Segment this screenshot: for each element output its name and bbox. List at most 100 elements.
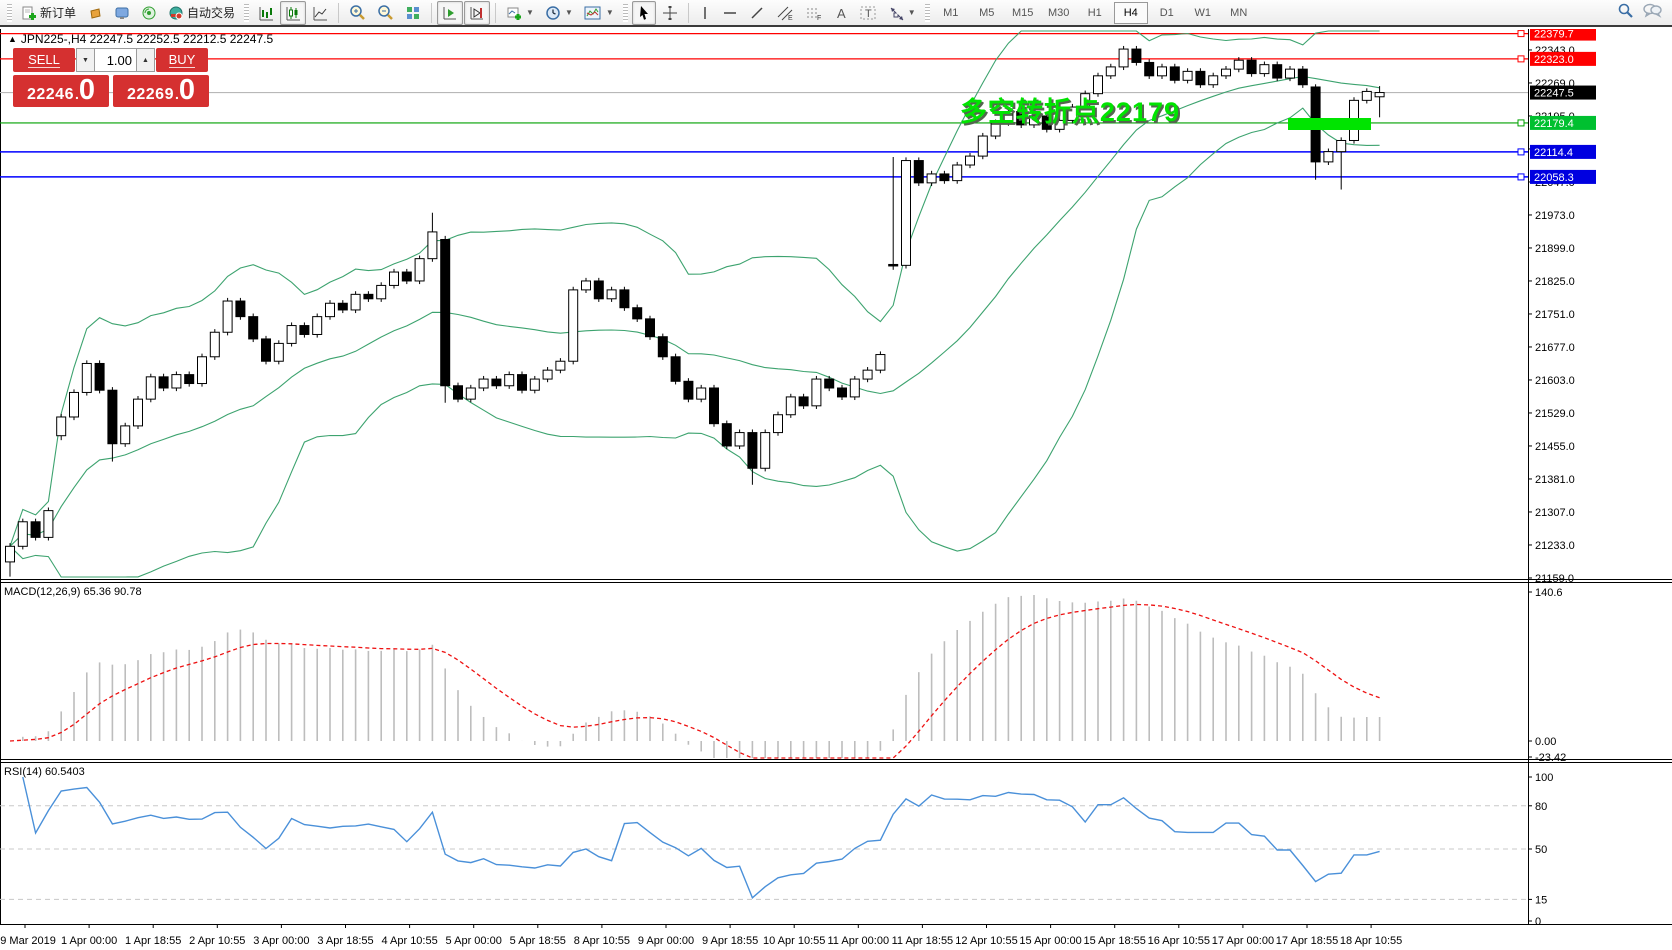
buy-button[interactable]: BUY bbox=[156, 48, 208, 72]
timeframe-d1[interactable]: D1 bbox=[1159, 6, 1174, 19]
bull-candle bbox=[120, 425, 131, 445]
toolbar-grip[interactable] bbox=[622, 3, 628, 22]
new-chart-icon bbox=[506, 5, 522, 21]
zoom-out-button[interactable] bbox=[372, 1, 399, 25]
toolbar-grip[interactable] bbox=[244, 3, 250, 22]
bull-candle bbox=[1233, 59, 1244, 70]
volume-input[interactable]: 1.00 bbox=[95, 48, 136, 72]
macd-tick-label: 0.00 bbox=[1535, 736, 1556, 748]
new-order-button[interactable]: 新订单 bbox=[16, 1, 81, 25]
caret-down-icon: ▼ bbox=[605, 8, 614, 17]
timeframe-h4[interactable]: H4 bbox=[1113, 1, 1148, 24]
pouch-button[interactable] bbox=[82, 1, 108, 25]
horizontal-line-tool[interactable] bbox=[717, 1, 743, 25]
collapse-triangle-icon[interactable]: ▲ bbox=[8, 34, 17, 44]
bull-candle bbox=[952, 164, 963, 182]
timeframe-mn[interactable]: MN bbox=[1230, 6, 1248, 19]
toolbar-grip[interactable] bbox=[924, 3, 930, 22]
sell-price-display[interactable]: 22246. 0 bbox=[13, 75, 109, 107]
chart-shift-icon bbox=[469, 5, 485, 21]
bear-candle bbox=[798, 396, 809, 407]
trendline-tool[interactable] bbox=[744, 1, 770, 25]
chat-icon[interactable] bbox=[1642, 2, 1662, 23]
bear-candle bbox=[1297, 68, 1308, 86]
new-chart-dropdown[interactable]: ▼ bbox=[501, 1, 539, 25]
timeframe-w1[interactable]: W1 bbox=[1194, 6, 1211, 19]
sell-button[interactable]: SELL bbox=[13, 48, 75, 72]
level-price-tag bbox=[1530, 51, 1596, 66]
bear-candle bbox=[913, 160, 924, 184]
auto-trading-button[interactable]: 自动交易 bbox=[163, 1, 240, 25]
price-tick-label: 21603.0 bbox=[1535, 375, 1575, 387]
cursor-tool-button[interactable] bbox=[631, 0, 656, 25]
bear-candle bbox=[1016, 111, 1027, 126]
bear-candle bbox=[632, 307, 643, 320]
bear-candle bbox=[261, 338, 271, 362]
caret-down-icon: ▼ bbox=[564, 8, 573, 17]
timeframe-m15[interactable]: M15 bbox=[1012, 6, 1034, 19]
bull-candle bbox=[1118, 48, 1129, 68]
fibonacci-tool[interactable]: F bbox=[800, 1, 828, 25]
auto-scroll-button[interactable] bbox=[437, 0, 464, 25]
bull-candle bbox=[901, 160, 911, 266]
bull-candle bbox=[209, 331, 220, 358]
price-tick-label: 21899.0 bbox=[1535, 243, 1575, 255]
indicators-dropdown[interactable]: ▼ bbox=[579, 1, 619, 25]
chart-area[interactable]: 22343.022269.022195.022121.022047.021973… bbox=[0, 29, 1672, 950]
arrows-dropdown[interactable]: ▼ bbox=[883, 1, 921, 25]
search-icon[interactable] bbox=[1617, 2, 1634, 24]
buy-price-display[interactable]: 22269. 0 bbox=[113, 75, 209, 107]
text-tool[interactable]: A bbox=[829, 1, 853, 25]
crosshair-tool-button[interactable] bbox=[657, 1, 683, 25]
chart-shift-button[interactable] bbox=[464, 0, 491, 25]
candlestick-chart-button[interactable] bbox=[280, 0, 307, 25]
bull-candle bbox=[1182, 70, 1193, 81]
sell-button-label: SELL bbox=[28, 52, 60, 68]
chart-canvas[interactable]: 22343.022269.022195.022121.022047.021973… bbox=[0, 29, 1672, 950]
time-tick-label: 2 Apr 10:55 bbox=[189, 935, 245, 947]
bull-candle bbox=[875, 354, 886, 371]
line-chart-button[interactable] bbox=[307, 1, 333, 25]
bear-candle bbox=[453, 385, 463, 400]
sell-price-dot: . bbox=[74, 86, 79, 102]
pivot-annotation-text: 多空转折点22179 bbox=[959, 97, 1180, 127]
bear-candle bbox=[888, 263, 899, 267]
level-price-tag bbox=[1530, 29, 1596, 41]
period-dropdown[interactable]: ▼ bbox=[540, 1, 578, 25]
bull-candle bbox=[145, 376, 156, 400]
text-icon: A bbox=[834, 5, 848, 21]
time-tick-label: 3 Apr 00:00 bbox=[253, 935, 309, 947]
rsi-tick-label: 100 bbox=[1535, 772, 1553, 784]
level-price-tag-label: 22058.3 bbox=[1534, 172, 1574, 184]
bull-candle bbox=[273, 342, 284, 362]
volume-decrease-button[interactable]: ▼ bbox=[76, 48, 95, 72]
macd-indicator-label: MACD(12,26,9) 65.36 90.78 bbox=[4, 586, 142, 598]
timeframe-m1[interactable]: M1 bbox=[943, 6, 959, 19]
time-tick-label: 16 Apr 10:55 bbox=[1148, 935, 1210, 947]
tile-windows-button[interactable] bbox=[400, 1, 426, 25]
toolbar-grip[interactable] bbox=[7, 3, 12, 22]
level-end-marker bbox=[1517, 55, 1525, 63]
timeframe-m30[interactable]: M30 bbox=[1048, 6, 1070, 19]
volume-increase-button[interactable]: ▲ bbox=[136, 48, 155, 72]
zoom-in-button[interactable] bbox=[344, 1, 371, 25]
signals-button[interactable] bbox=[136, 1, 162, 25]
time-tick-label: 8 Apr 10:55 bbox=[574, 935, 630, 947]
timeframe-m5[interactable]: M5 bbox=[979, 6, 995, 19]
new-order-icon bbox=[21, 5, 37, 21]
bollinger-band-line bbox=[9, 30, 1380, 547]
bar-chart-button[interactable] bbox=[253, 1, 279, 25]
text-label-tool[interactable]: T bbox=[854, 1, 882, 25]
timeframe-h1[interactable]: H1 bbox=[1087, 6, 1102, 19]
vertical-line-tool[interactable] bbox=[694, 1, 716, 25]
bear-candle bbox=[440, 238, 451, 387]
bull-candle bbox=[529, 378, 540, 391]
market-button[interactable] bbox=[109, 1, 135, 25]
equidistant-channel-tool[interactable]: E bbox=[771, 1, 799, 25]
bull-candle bbox=[1105, 66, 1116, 77]
bear-candle bbox=[939, 173, 950, 182]
price-tick-label: 21529.0 bbox=[1535, 408, 1575, 420]
macd-tick-label: 140.6 bbox=[1535, 587, 1563, 599]
bear-candle bbox=[401, 271, 412, 282]
buy-button-label: BUY bbox=[168, 52, 196, 68]
